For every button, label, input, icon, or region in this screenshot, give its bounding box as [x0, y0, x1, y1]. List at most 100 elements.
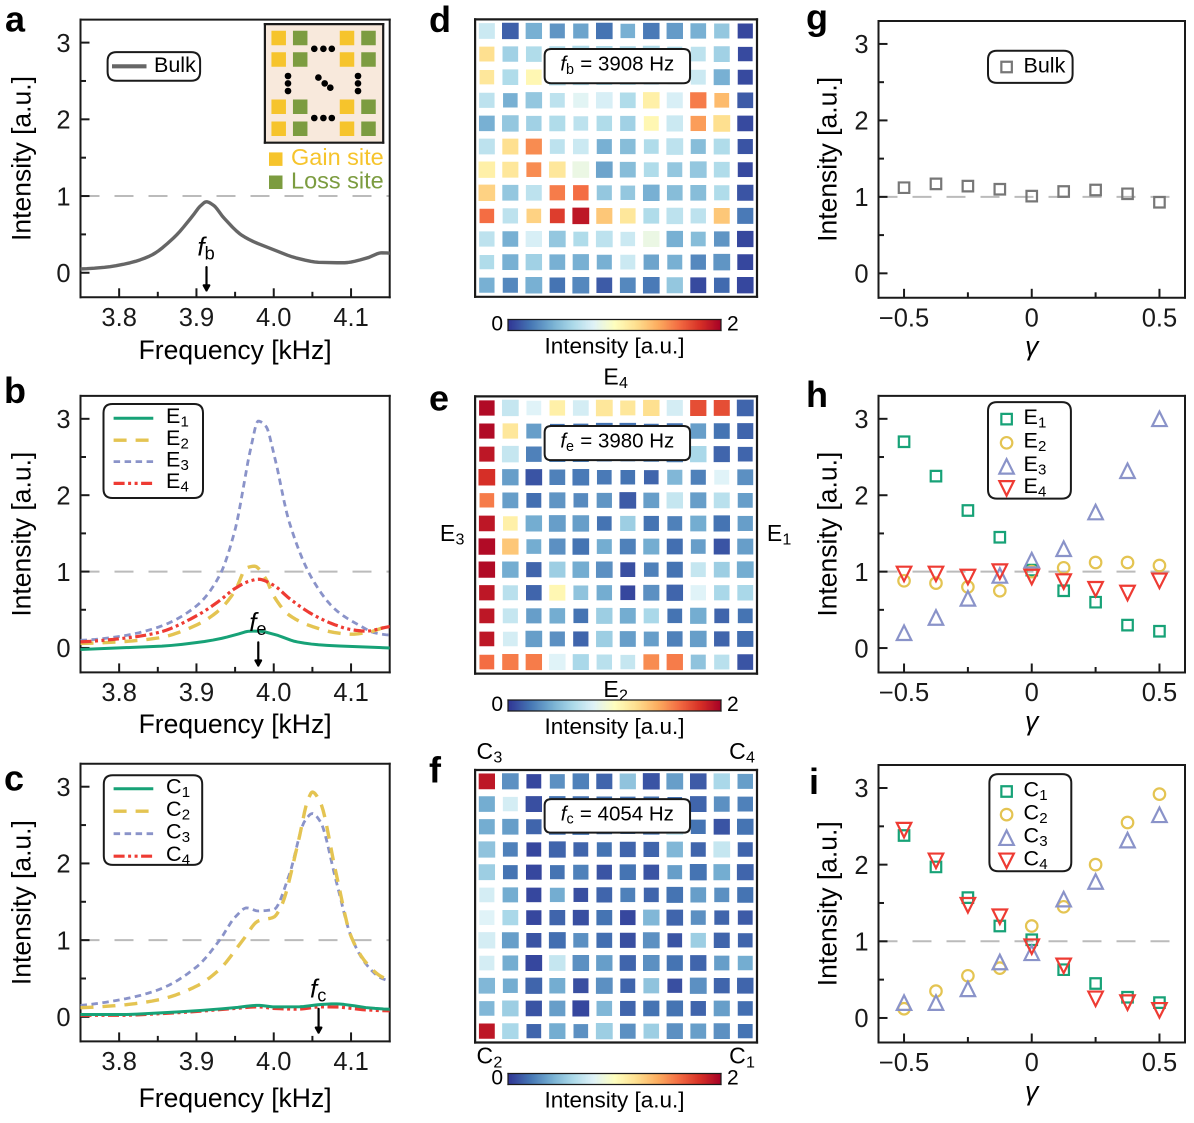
svg-text:f b =: f b = 3 9 0 8 H z: [560, 53, 674, 78]
svg-text:2: 2: [56, 851, 70, 879]
svg-text:3: 3: [56, 406, 70, 434]
svg-text:2: 2: [854, 852, 868, 880]
svg-text:0: 0: [491, 1066, 503, 1089]
svg-text:C 1: C 1: [729, 1043, 755, 1072]
svg-text:4.0: 4.0: [256, 304, 291, 332]
svg-text:d: d: [429, 0, 451, 40]
svg-text:3: 3: [56, 30, 70, 58]
svg-text:3.8: 3.8: [101, 679, 136, 707]
svg-text:C 2: C 2: [477, 1043, 503, 1072]
svg-text:E 1: E 1: [166, 404, 189, 430]
svg-text:C 3: C 3: [477, 738, 503, 767]
svg-text:2: 2: [854, 482, 868, 510]
svg-text:Intensity [a.u.]: Intensity [a.u.]: [7, 76, 37, 241]
svg-text:E 3: E 3: [166, 447, 189, 473]
svg-text:1: 1: [56, 183, 70, 211]
svg-text:f e: f e: [249, 607, 266, 639]
svg-text:Intensity [a.u.]: Intensity [a.u.]: [544, 1087, 684, 1112]
svg-text:3: 3: [56, 774, 70, 802]
svg-text:1: 1: [56, 559, 70, 587]
svg-text:E 2: E 2: [166, 426, 189, 452]
svg-text:C 4: C 4: [729, 738, 755, 767]
svg-text:Intensity [a.u.]: Intensity [a.u.]: [813, 77, 843, 242]
svg-text:C 2: C 2: [1024, 801, 1048, 827]
svg-text:f e =: f e = 3 9 8 0 H z: [560, 430, 674, 455]
svg-text:3: 3: [854, 775, 868, 803]
svg-text:Gain site: Gain site: [291, 144, 384, 170]
svg-text:Intensity [a.u.]: Intensity [a.u.]: [7, 820, 37, 985]
svg-text:c: c: [4, 758, 24, 799]
svg-text:Intensity [a.u.]: Intensity [a.u.]: [813, 821, 843, 986]
svg-text:0: 0: [854, 261, 868, 289]
svg-text:0: 0: [56, 260, 70, 288]
svg-text:γ: γ: [1025, 706, 1040, 736]
svg-text:2: 2: [727, 1066, 739, 1089]
svg-text:3.9: 3.9: [179, 1048, 214, 1076]
svg-text:4.0: 4.0: [256, 1048, 291, 1076]
svg-text:−0.5: −0.5: [879, 1049, 929, 1077]
svg-text:Intensity [a.u.]: Intensity [a.u.]: [544, 333, 684, 358]
svg-text:b: b: [4, 370, 26, 411]
svg-text:E 3: E 3: [1024, 452, 1047, 478]
svg-text:E 1: E 1: [767, 520, 792, 549]
svg-text:3: 3: [854, 406, 868, 434]
svg-text:2: 2: [56, 107, 70, 135]
svg-text:γ: γ: [1025, 1076, 1040, 1106]
svg-text:Intensity [a.u.]: Intensity [a.u.]: [813, 452, 843, 617]
svg-text:2: 2: [854, 108, 868, 136]
svg-text:1: 1: [854, 184, 868, 212]
svg-text:C 4: C 4: [1024, 847, 1048, 873]
svg-text:C 2: C 2: [166, 797, 190, 823]
svg-text:C 1: C 1: [1024, 777, 1048, 803]
svg-text:−0.5: −0.5: [879, 679, 929, 707]
svg-text:3.9: 3.9: [179, 304, 214, 332]
svg-text:0: 0: [1025, 679, 1039, 707]
svg-text:4.1: 4.1: [333, 304, 368, 332]
svg-text:C 4: C 4: [166, 842, 190, 868]
svg-text:E 4: E 4: [166, 469, 189, 495]
svg-text:Intensity [a.u.]: Intensity [a.u.]: [544, 714, 684, 739]
svg-text:0: 0: [56, 1004, 70, 1032]
svg-text:0: 0: [1025, 304, 1039, 332]
svg-text:e: e: [429, 378, 449, 419]
svg-text:E 3: E 3: [440, 520, 465, 549]
svg-text:1: 1: [56, 927, 70, 955]
svg-text:3.9: 3.9: [179, 679, 214, 707]
svg-text:−0.5: −0.5: [879, 304, 929, 332]
svg-text:4.1: 4.1: [333, 679, 368, 707]
svg-text:f c: f c: [310, 973, 326, 1005]
svg-text:0.5: 0.5: [1142, 304, 1177, 332]
svg-text:h: h: [806, 374, 828, 415]
svg-text:E 2: E 2: [1024, 429, 1047, 455]
svg-text:g: g: [806, 0, 828, 38]
svg-text:2: 2: [56, 482, 70, 510]
svg-text:3: 3: [854, 31, 868, 59]
svg-text:1: 1: [854, 559, 868, 587]
svg-text:1: 1: [854, 929, 868, 957]
svg-text:E 2: E 2: [603, 676, 628, 705]
svg-text:a: a: [5, 0, 26, 40]
svg-text:f b: f b: [197, 232, 214, 264]
svg-text:E 4: E 4: [1024, 474, 1047, 500]
svg-text:Frequency [kHz]: Frequency [kHz]: [139, 335, 332, 365]
svg-text:f c =: f c = 4 0 5 4 H z: [561, 802, 674, 827]
svg-text:Frequency [kHz]: Frequency [kHz]: [139, 709, 332, 739]
svg-text:0: 0: [854, 1005, 868, 1033]
svg-text:0: 0: [854, 635, 868, 663]
svg-text:Intensity [a.u.]: Intensity [a.u.]: [7, 452, 37, 617]
svg-text:0: 0: [1025, 1049, 1039, 1077]
svg-text:2: 2: [727, 693, 739, 716]
svg-text:C 3: C 3: [166, 820, 190, 846]
svg-text:Loss site: Loss site: [291, 167, 384, 193]
svg-text:2: 2: [727, 312, 739, 335]
svg-text:3.8: 3.8: [101, 304, 136, 332]
svg-text:3.8: 3.8: [101, 1048, 136, 1076]
svg-text:i: i: [809, 761, 819, 802]
svg-text:0.5: 0.5: [1142, 1049, 1177, 1077]
svg-text:Bulk: Bulk: [154, 53, 196, 77]
svg-text:C 1: C 1: [166, 775, 190, 801]
svg-text:0.5: 0.5: [1142, 679, 1177, 707]
svg-text:f: f: [429, 750, 442, 791]
svg-text:Frequency [kHz]: Frequency [kHz]: [139, 1083, 332, 1113]
svg-text:E 1: E 1: [1024, 405, 1047, 431]
